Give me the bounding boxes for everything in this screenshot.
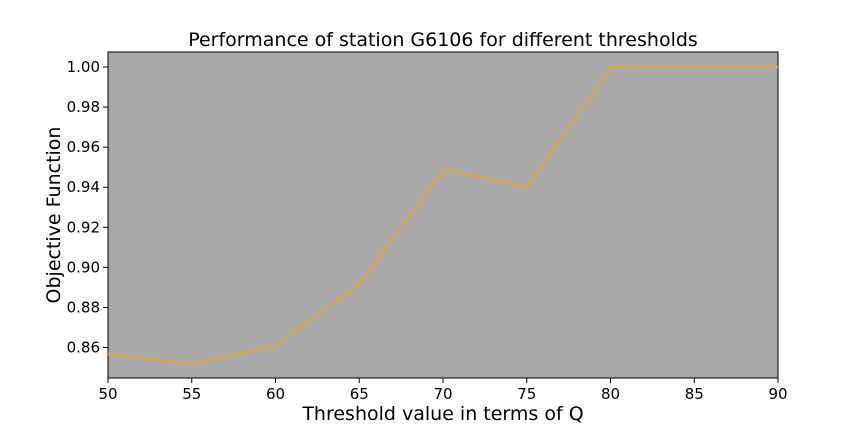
y-tick-label: 1.00 (67, 58, 100, 76)
x-axis-title: Threshold value in terms of Q (301, 403, 583, 425)
chart-title: Performance of station G6106 for differe… (188, 29, 698, 51)
y-tick-label: 0.92 (67, 218, 100, 236)
x-tick-label: 90 (768, 385, 787, 403)
y-tick-label: 0.90 (67, 258, 100, 276)
x-tick-label: 70 (433, 385, 452, 403)
x-tick-label: 80 (601, 385, 620, 403)
y-tick-label: 0.98 (67, 98, 100, 116)
series-line (107, 66, 778, 365)
x-tick-label: 60 (266, 385, 285, 403)
x-axis: 50 55 60 65 70 75 80 85 90 (98, 378, 788, 403)
y-axis: 0.86 0.88 0.90 0.92 0.94 0.96 0.98 1.00 (67, 58, 108, 357)
y-tick-label: 0.94 (67, 178, 100, 196)
y-tick-label: 0.86 (67, 339, 100, 357)
y-tick-label: 0.96 (67, 138, 100, 156)
y-tick-label: 0.88 (67, 298, 100, 316)
x-tick-label: 75 (517, 385, 536, 403)
x-tick-label: 50 (98, 385, 117, 403)
y-axis-title: Objective Function (43, 127, 65, 304)
x-tick-label: 85 (685, 385, 704, 403)
x-tick-label: 65 (350, 385, 369, 403)
x-tick-label: 55 (182, 385, 201, 403)
plot-area (107, 51, 779, 379)
